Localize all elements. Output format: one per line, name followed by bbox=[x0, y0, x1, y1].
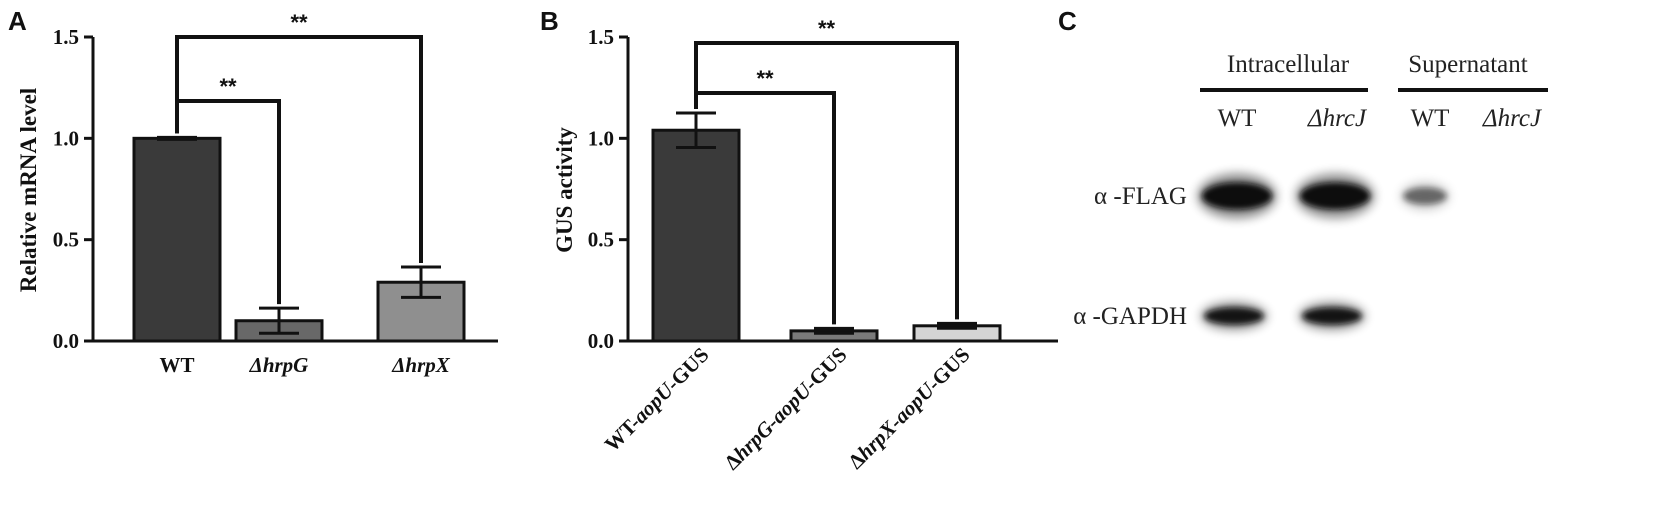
category-label-part: -GUS bbox=[799, 343, 851, 395]
panel-b-significance: ** ** bbox=[694, 16, 959, 325]
category-label-part: hrpX-aopU bbox=[853, 377, 941, 465]
panel-c-western-blot: C Intracellular Supernatant WT ΔhrcJ WT Δhr… bbox=[1058, 6, 1548, 331]
blot-row-label-2: α -GAPDH bbox=[1073, 303, 1187, 330]
y-tick-label: 0.0 bbox=[588, 329, 614, 353]
category-label-1: WT-aopU-GUS bbox=[600, 343, 714, 457]
significance-label: ** bbox=[818, 16, 836, 41]
significance-bracket-2: ** bbox=[175, 10, 423, 264]
panel-b-letter: B bbox=[540, 6, 559, 36]
category-label-part: ΔhrpG bbox=[249, 353, 309, 377]
category-label-part: hrpG-aopU bbox=[729, 377, 817, 465]
bar-1 bbox=[651, 128, 741, 343]
panel-a-error-bars bbox=[157, 135, 441, 335]
category-label-part: WT bbox=[159, 353, 194, 377]
category-label-2: ΔhrpG bbox=[249, 353, 309, 377]
bar-1 bbox=[132, 136, 222, 343]
error-bar-1 bbox=[157, 135, 197, 141]
significance-label: ** bbox=[219, 74, 237, 99]
panel-b-y-axis-ticks: 0.0 0.5 1.0 1.5 bbox=[588, 25, 628, 353]
blot-lane-label-4: ΔhrcJ bbox=[1482, 105, 1543, 132]
panel-c-letter: C bbox=[1058, 6, 1077, 36]
y-tick-label: 0.5 bbox=[588, 228, 614, 252]
panel-a-significance: ** ** bbox=[175, 10, 423, 305]
y-tick-label: 1.0 bbox=[588, 126, 614, 150]
blot-band-row2-lane1 bbox=[1200, 301, 1268, 331]
panel-b-y-axis-label: GUS activity bbox=[552, 127, 577, 253]
category-label-part: -GUS bbox=[661, 343, 713, 395]
blot-band-row1-lane1 bbox=[1197, 173, 1277, 219]
blot-row-label-1: α -FLAG bbox=[1094, 183, 1187, 210]
panel-a-chart: A 0.0 0.5 1.0 1.5 ** ** WT ΔhrpG ΔhrpX Relativ… bbox=[8, 6, 498, 377]
panel-a-y-axis-ticks: 0.0 0.5 1.0 1.5 bbox=[53, 25, 93, 353]
blot-lane-label-3: WT bbox=[1411, 105, 1450, 132]
y-tick-label: 0.5 bbox=[53, 228, 79, 252]
blot-bands bbox=[1197, 173, 1450, 331]
blot-band-row2-lane2 bbox=[1298, 301, 1366, 331]
blot-band-row1-lane3 bbox=[1400, 182, 1450, 210]
error-bar-1 bbox=[676, 111, 716, 149]
y-tick-label: 0.0 bbox=[53, 329, 79, 353]
category-label-part: -GUS bbox=[922, 343, 974, 395]
blot-header-supernatant: Supernatant bbox=[1408, 51, 1527, 78]
significance-label: ** bbox=[290, 10, 308, 35]
blot-row-labels: α -FLAG α -GAPDH bbox=[1073, 183, 1187, 330]
panel-a-bars bbox=[132, 136, 466, 343]
panel-b-bars bbox=[651, 128, 1002, 343]
panel-a-category-labels: WT ΔhrpG ΔhrpX bbox=[159, 353, 450, 377]
error-bar-2 bbox=[259, 306, 299, 335]
panel-b-error-bars bbox=[676, 111, 977, 335]
blot-header-intracellular: Intracellular bbox=[1227, 51, 1350, 78]
panel-b-chart: B 0.0 0.5 1.0 1.5 ** ** WT-aopU-GUSΔhrpG-aop… bbox=[540, 6, 1058, 474]
significance-bracket-2: ** bbox=[694, 16, 959, 320]
category-label-2: ΔhrpG-aopU-GUS bbox=[720, 343, 852, 475]
significance-label: ** bbox=[756, 66, 774, 91]
panel-a-y-axis-label: Relative mRNA level bbox=[16, 88, 41, 292]
error-bar-2 bbox=[814, 326, 854, 335]
blot-lane-labels: WT ΔhrcJ WT ΔhrcJ bbox=[1218, 105, 1543, 132]
panel-a-letter: A bbox=[8, 6, 27, 36]
blot-band-row1-lane2 bbox=[1295, 173, 1375, 219]
y-tick-label: 1.0 bbox=[53, 126, 79, 150]
category-label-1: WT bbox=[159, 353, 194, 377]
blot-lane-label-2: ΔhrcJ bbox=[1307, 105, 1368, 132]
error-bar-3 bbox=[937, 321, 977, 330]
category-label-3: ΔhrpX bbox=[391, 353, 451, 377]
y-tick-label: 1.5 bbox=[588, 25, 614, 49]
category-label-3: ΔhrpX-aopU-GUS bbox=[843, 343, 974, 474]
blot-lane-label-1: WT bbox=[1218, 105, 1257, 132]
y-tick-label: 1.5 bbox=[53, 25, 79, 49]
category-label-part: ΔhrpX bbox=[391, 353, 451, 377]
error-bar-3 bbox=[401, 265, 441, 299]
